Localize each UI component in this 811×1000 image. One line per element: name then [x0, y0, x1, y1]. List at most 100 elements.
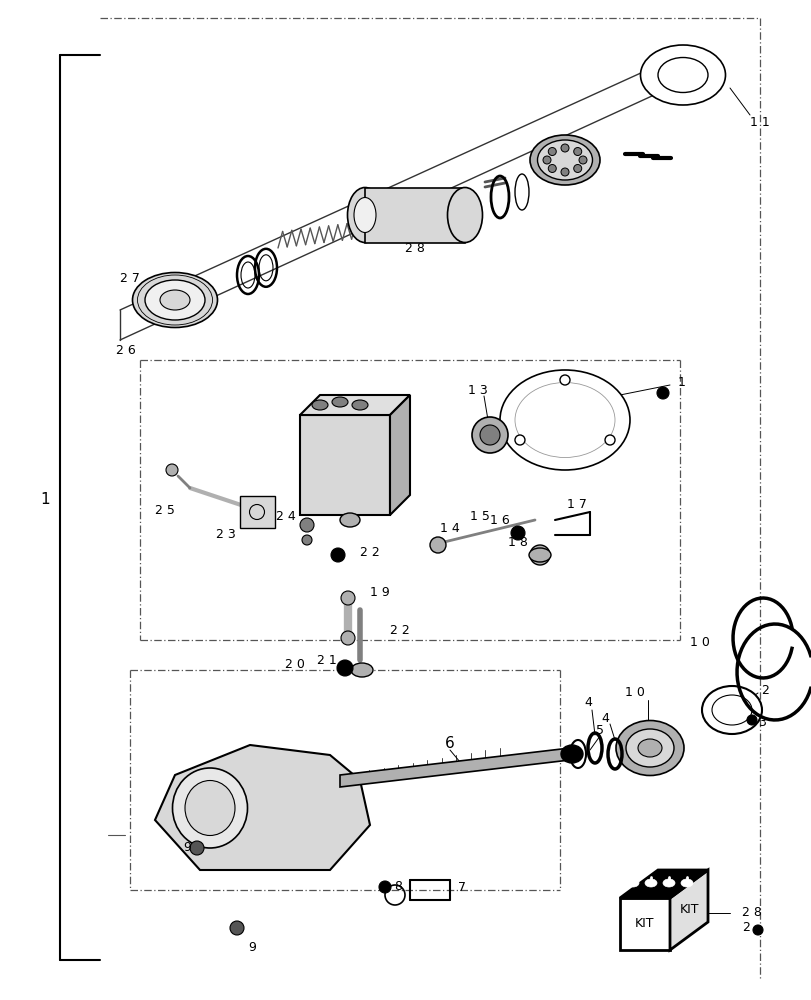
Ellipse shape	[447, 188, 482, 242]
Text: 6: 6	[444, 736, 454, 750]
Text: 2 7: 2 7	[120, 271, 139, 284]
Text: 2 0: 2 0	[285, 658, 305, 672]
Circle shape	[560, 168, 569, 176]
Text: 2: 2	[741, 921, 749, 934]
Circle shape	[230, 921, 243, 935]
Text: 2 4: 2 4	[276, 510, 295, 522]
Polygon shape	[240, 496, 275, 528]
Ellipse shape	[657, 58, 707, 93]
Text: 3: 3	[757, 716, 765, 730]
Ellipse shape	[160, 290, 190, 310]
Polygon shape	[669, 870, 707, 950]
Ellipse shape	[185, 780, 234, 835]
Text: 2 3: 2 3	[216, 528, 235, 540]
Ellipse shape	[644, 879, 656, 887]
Text: 5: 5	[595, 724, 603, 736]
Text: 4: 4	[583, 696, 591, 710]
Text: 1 9: 1 9	[370, 585, 389, 598]
Text: 1 1: 1 1	[749, 116, 769, 129]
Circle shape	[302, 535, 311, 545]
Text: 2 2: 2 2	[389, 624, 410, 637]
Polygon shape	[299, 415, 389, 515]
Ellipse shape	[637, 739, 661, 757]
Ellipse shape	[350, 663, 372, 677]
Circle shape	[560, 375, 569, 385]
Text: 2 1: 2 1	[317, 654, 337, 666]
Text: 9: 9	[247, 941, 255, 954]
Circle shape	[573, 164, 581, 172]
Text: 1 8: 1 8	[508, 536, 527, 550]
Ellipse shape	[172, 768, 247, 848]
Ellipse shape	[341, 591, 354, 605]
Ellipse shape	[530, 135, 599, 185]
Circle shape	[379, 881, 391, 893]
Circle shape	[430, 537, 445, 553]
Text: 1 0: 1 0	[689, 637, 709, 650]
Circle shape	[331, 548, 345, 562]
Text: 2: 2	[760, 684, 768, 696]
Ellipse shape	[537, 140, 592, 180]
Polygon shape	[620, 870, 707, 898]
Ellipse shape	[500, 370, 629, 470]
Text: 1 5: 1 5	[470, 510, 489, 522]
Circle shape	[578, 156, 586, 164]
Circle shape	[510, 526, 525, 540]
Text: 8: 8	[393, 880, 401, 893]
Text: 1: 1	[40, 492, 49, 508]
Ellipse shape	[340, 513, 359, 527]
Polygon shape	[620, 898, 669, 950]
Ellipse shape	[680, 879, 692, 887]
Ellipse shape	[332, 397, 348, 407]
Text: 1 7: 1 7	[566, 498, 586, 512]
Circle shape	[573, 148, 581, 156]
Text: 4: 4	[600, 712, 608, 724]
Text: 2 8: 2 8	[741, 906, 761, 919]
Ellipse shape	[702, 686, 761, 734]
Ellipse shape	[132, 272, 217, 328]
Ellipse shape	[351, 400, 367, 410]
Ellipse shape	[528, 548, 551, 562]
Circle shape	[560, 144, 569, 152]
Circle shape	[547, 164, 556, 172]
Circle shape	[337, 660, 353, 676]
Circle shape	[604, 435, 614, 445]
Ellipse shape	[311, 400, 328, 410]
Circle shape	[656, 387, 668, 399]
Circle shape	[471, 417, 508, 453]
Polygon shape	[340, 748, 569, 787]
Text: 1 3: 1 3	[468, 383, 487, 396]
Circle shape	[752, 925, 762, 935]
Circle shape	[746, 715, 756, 725]
Text: 1 0: 1 0	[624, 686, 644, 700]
Text: 1 6: 1 6	[490, 514, 509, 526]
Ellipse shape	[616, 720, 683, 776]
Polygon shape	[155, 745, 370, 870]
Polygon shape	[389, 395, 410, 515]
Ellipse shape	[341, 631, 354, 645]
Text: 9: 9	[182, 841, 191, 854]
Text: 2 8: 2 8	[405, 241, 424, 254]
Circle shape	[530, 545, 549, 565]
Circle shape	[190, 841, 204, 855]
Bar	[365, 188, 465, 243]
Text: 2 2: 2 2	[360, 546, 380, 560]
Circle shape	[479, 425, 500, 445]
Text: 1: 1	[677, 375, 685, 388]
Circle shape	[165, 464, 178, 476]
Ellipse shape	[663, 879, 674, 887]
Ellipse shape	[560, 745, 582, 763]
Circle shape	[299, 518, 314, 532]
Text: KIT: KIT	[680, 903, 699, 916]
Circle shape	[547, 148, 556, 156]
Ellipse shape	[640, 45, 724, 105]
Ellipse shape	[354, 198, 375, 232]
Circle shape	[514, 435, 525, 445]
Ellipse shape	[145, 280, 204, 320]
Text: 2 6: 2 6	[116, 344, 135, 357]
Ellipse shape	[347, 188, 382, 242]
Polygon shape	[299, 395, 410, 415]
Text: 1 4: 1 4	[440, 522, 459, 534]
Circle shape	[543, 156, 551, 164]
Ellipse shape	[626, 879, 638, 887]
Text: KIT: KIT	[634, 917, 654, 930]
